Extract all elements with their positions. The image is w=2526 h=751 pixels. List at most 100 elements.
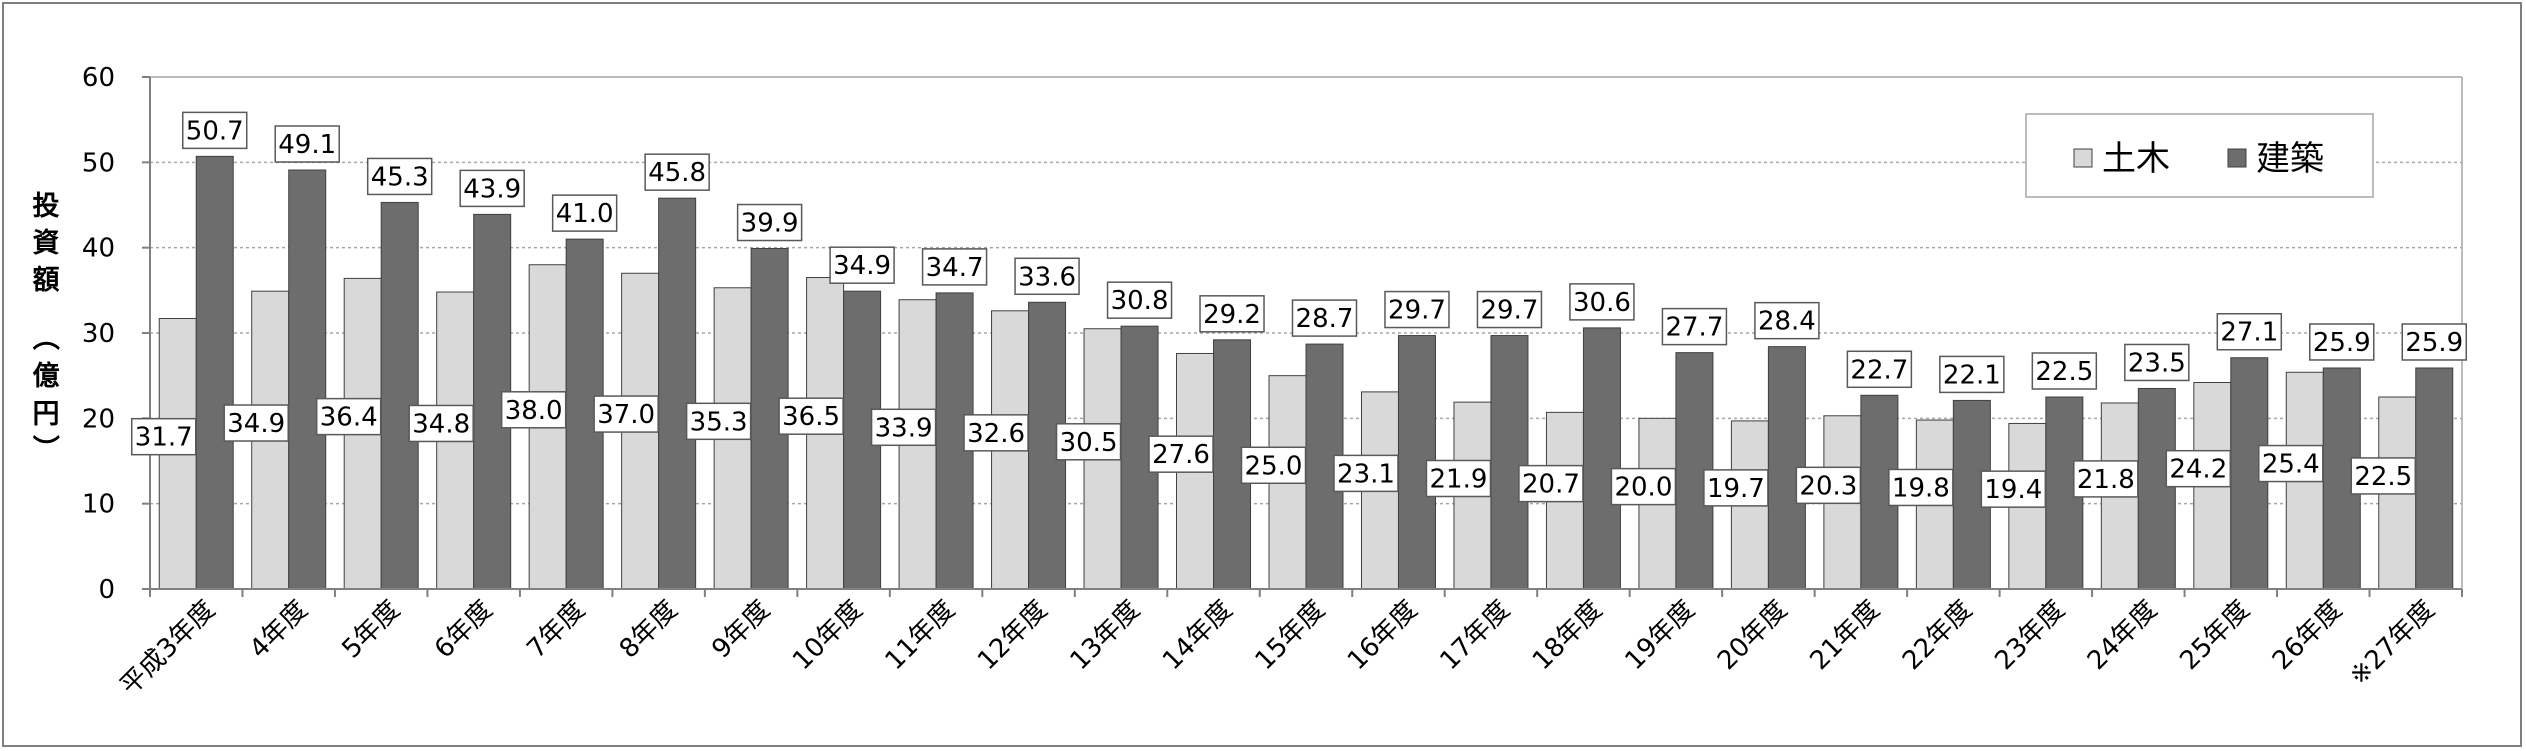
y-tick-label: 10 bbox=[82, 490, 115, 520]
data-label-box-architecture bbox=[1014, 257, 1080, 296]
data-label-civil: 34.9 bbox=[227, 409, 285, 439]
data-label-box-civil bbox=[1610, 467, 1677, 506]
data-label-box-architecture bbox=[1199, 295, 1265, 333]
x-category-label: 25年度 bbox=[2174, 595, 2255, 676]
data-label-box-civil bbox=[2073, 460, 2139, 498]
data-label-box-civil bbox=[223, 404, 289, 442]
data-label-civil: 20.0 bbox=[1614, 473, 1672, 503]
data-label-architecture: 29.7 bbox=[1388, 296, 1446, 326]
legend-label: 土木 bbox=[2102, 139, 2170, 179]
data-label-architecture: 33.6 bbox=[1018, 262, 1076, 292]
y-tick-label: 30 bbox=[82, 319, 115, 349]
x-category-label: 26年度 bbox=[2267, 595, 2348, 676]
x-category-label: 23年度 bbox=[1989, 595, 2070, 676]
data-labels: 50.7 31.7 49.1 34.9 45.3 36.4 43.9 34.8 41.0 38.0… bbox=[130, 111, 2468, 508]
data-label-architecture: 29.2 bbox=[1203, 300, 1261, 330]
data-label-box-civil bbox=[1980, 470, 2047, 508]
bar-architecture bbox=[1582, 327, 1621, 590]
x-category-label: 24年度 bbox=[2082, 595, 2163, 676]
data-label-box-architecture bbox=[551, 194, 618, 232]
data-label-architecture: 27.7 bbox=[1665, 313, 1723, 343]
data-label-box-civil bbox=[408, 404, 474, 443]
data-label-box-civil bbox=[1055, 423, 1122, 461]
data-label-box-civil bbox=[1703, 469, 1769, 507]
data-label-box-civil bbox=[870, 408, 937, 447]
y-axis-label-char: 円 bbox=[33, 399, 60, 430]
data-label-box-civil bbox=[500, 391, 567, 429]
data-label-architecture: 28.7 bbox=[1296, 304, 1354, 334]
data-label-box-civil bbox=[1795, 466, 1862, 505]
x-category-label: 8年度 bbox=[614, 595, 684, 665]
data-label-civil: 27.6 bbox=[1152, 440, 1210, 470]
bar-architecture bbox=[2415, 367, 2454, 590]
x-category-label: ※27年度 bbox=[2344, 595, 2441, 692]
data-label-civil: 19.8 bbox=[1892, 473, 1950, 503]
data-label-architecture: 25.9 bbox=[2405, 328, 2463, 358]
data-label-architecture: 34.7 bbox=[926, 253, 984, 283]
data-label-architecture: 30.8 bbox=[1111, 286, 1169, 316]
x-category-label: 14年度 bbox=[1157, 595, 1238, 676]
data-label-box-architecture bbox=[1291, 299, 1358, 337]
data-label-box-civil bbox=[2258, 444, 2324, 483]
data-label-architecture: 22.1 bbox=[1943, 360, 2001, 390]
data-label-architecture: 43.9 bbox=[463, 174, 521, 204]
data-label-box-civil bbox=[2165, 449, 2232, 488]
data-label-box-architecture bbox=[829, 246, 895, 284]
data-label-civil: 35.3 bbox=[690, 407, 748, 437]
x-category-label: 17年度 bbox=[1435, 595, 1516, 676]
x-category-label: 21年度 bbox=[1804, 595, 1885, 676]
y-tick-label: 50 bbox=[82, 148, 115, 178]
data-label-box-architecture bbox=[1384, 290, 1450, 329]
data-label-box-architecture bbox=[1661, 307, 1728, 346]
data-label-box-architecture bbox=[644, 153, 710, 191]
legend-label: 建築 bbox=[2256, 139, 2324, 179]
x-category-label: 20年度 bbox=[1712, 595, 1793, 676]
data-label-architecture: 27.1 bbox=[2220, 318, 2278, 348]
x-category-label: 9年度 bbox=[706, 595, 776, 665]
legend-swatch bbox=[2227, 148, 2247, 168]
data-label-civil: 36.4 bbox=[320, 403, 378, 433]
data-label-architecture: 23.5 bbox=[2128, 348, 2186, 378]
data-label-architecture: 45.3 bbox=[371, 162, 429, 192]
data-label-architecture: 25.9 bbox=[2313, 328, 2371, 358]
data-label-architecture: 39.9 bbox=[741, 209, 799, 239]
x-category-label: 4年度 bbox=[244, 595, 314, 665]
y-axis-label-char: 額 bbox=[33, 265, 60, 296]
y-axis-label: 投資額 （ 億円 ） bbox=[29, 191, 60, 462]
bars bbox=[158, 155, 2454, 590]
data-label-architecture: 22.5 bbox=[2035, 357, 2093, 387]
x-category-label: 16年度 bbox=[1342, 595, 1423, 676]
data-label-box-architecture bbox=[1939, 355, 2005, 394]
bar-architecture bbox=[195, 155, 234, 590]
y-tick-label: 60 bbox=[82, 63, 115, 93]
x-category-label: 6年度 bbox=[429, 595, 499, 665]
data-label-box-civil bbox=[1425, 459, 1492, 498]
y-axis-label-char: （ bbox=[29, 324, 60, 351]
data-label-architecture: 22.7 bbox=[1850, 355, 1908, 385]
x-category-label: 22年度 bbox=[1897, 595, 1978, 676]
y-tick-label: 20 bbox=[82, 404, 115, 434]
bar-architecture bbox=[658, 197, 697, 590]
data-label-box-architecture bbox=[2401, 323, 2468, 361]
data-label-architecture: 34.9 bbox=[833, 251, 891, 281]
data-label-box-architecture bbox=[366, 157, 433, 196]
data-label-civil: 36.5 bbox=[782, 402, 840, 432]
data-label-box-architecture bbox=[2216, 312, 2283, 351]
data-label-civil: 38.0 bbox=[505, 396, 563, 426]
data-label-box-civil bbox=[315, 397, 382, 436]
data-label-box-civil bbox=[1148, 435, 1214, 473]
data-label-box-architecture bbox=[2124, 343, 2190, 382]
x-category-label: 15年度 bbox=[1250, 595, 1331, 676]
data-label-civil: 31.7 bbox=[135, 423, 193, 453]
data-label-box-architecture bbox=[1754, 301, 1820, 340]
data-label-box-civil bbox=[685, 402, 752, 441]
data-label-civil: 21.9 bbox=[1430, 464, 1488, 494]
data-label-civil: 19.4 bbox=[1984, 475, 2042, 505]
data-label-box-architecture bbox=[1476, 290, 1543, 329]
data-label-architecture: 49.1 bbox=[278, 130, 336, 160]
x-category-label: 12年度 bbox=[972, 595, 1053, 676]
bar-architecture bbox=[380, 201, 419, 590]
data-label-architecture: 45.8 bbox=[648, 158, 706, 188]
data-label-box-architecture bbox=[921, 248, 988, 286]
